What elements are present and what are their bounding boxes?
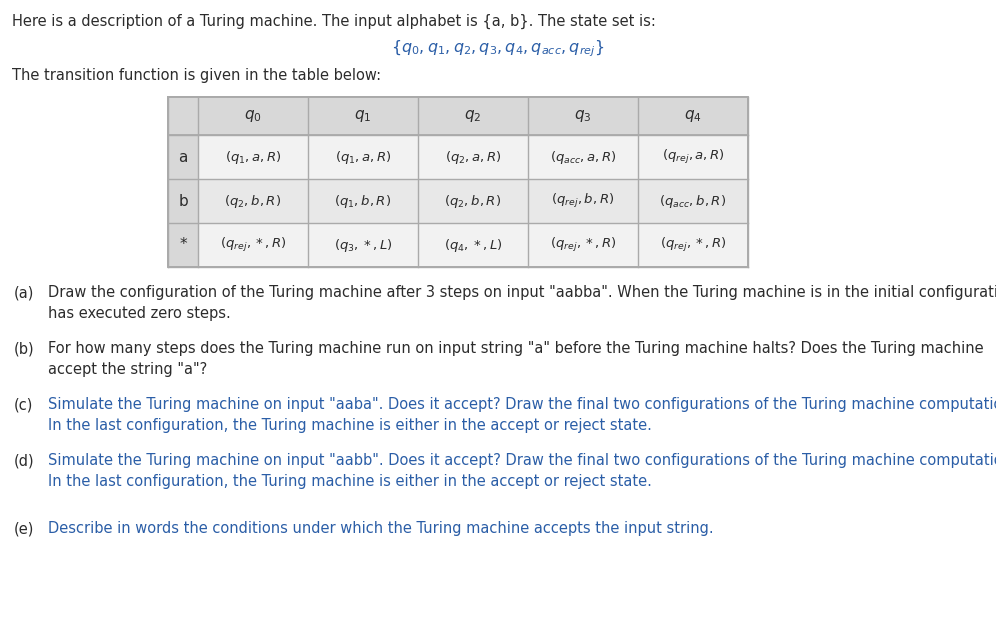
Text: $(q_{rej}, b, R)$: $(q_{rej}, b, R)$ — [552, 192, 615, 210]
Text: Simulate the Turing machine on input "aabb". Does it accept? Draw the final two : Simulate the Turing machine on input "aa… — [48, 453, 996, 489]
Text: Describe in words the conditions under which the Turing machine accepts the inpu: Describe in words the conditions under w… — [48, 521, 713, 536]
Text: $(q_{rej}, *, R)$: $(q_{rej}, *, R)$ — [550, 236, 617, 254]
Text: For how many steps does the Turing machine run on input string "a" before the Tu: For how many steps does the Turing machi… — [48, 341, 984, 377]
Bar — [198, 135, 748, 179]
Text: Draw the configuration of the Turing machine after 3 steps on input "aabba". Whe: Draw the configuration of the Turing mac… — [48, 285, 996, 321]
Text: $(q_{rej}, *, R)$: $(q_{rej}, *, R)$ — [220, 236, 286, 254]
Text: $q_1$: $q_1$ — [355, 108, 372, 124]
Text: $(q_2, a, R)$: $(q_2, a, R)$ — [444, 148, 501, 166]
Text: $(q_1, a, R)$: $(q_1, a, R)$ — [335, 148, 391, 166]
Text: a: a — [178, 149, 187, 165]
Text: $(q_1, a, R)$: $(q_1, a, R)$ — [225, 148, 282, 166]
Text: (c): (c) — [14, 397, 34, 412]
Text: $(q_{acc}, b, R)$: $(q_{acc}, b, R)$ — [659, 193, 726, 210]
Text: $q_4$: $q_4$ — [684, 108, 702, 124]
Text: $q_3$: $q_3$ — [575, 108, 592, 124]
Text: *: * — [179, 237, 187, 252]
Text: $(q_1, b, R)$: $(q_1, b, R)$ — [335, 193, 391, 210]
Text: (a): (a) — [14, 285, 35, 300]
Text: The transition function is given in the table below:: The transition function is given in the … — [12, 68, 381, 83]
Text: Here is a description of a Turing machine. The input alphabet is {a, b}. The sta: Here is a description of a Turing machin… — [12, 14, 656, 30]
Text: $(q_{rej}, a, R)$: $(q_{rej}, a, R)$ — [661, 148, 724, 166]
Text: $(q_2, b, R)$: $(q_2, b, R)$ — [224, 193, 282, 210]
Text: b: b — [178, 193, 188, 208]
Text: (e): (e) — [14, 521, 35, 536]
Text: Simulate the Turing machine on input "aaba". Does it accept? Draw the final two : Simulate the Turing machine on input "aa… — [48, 397, 996, 433]
Bar — [168, 97, 198, 267]
Text: $(q_2, b, R)$: $(q_2, b, R)$ — [444, 193, 502, 210]
Text: $q_2$: $q_2$ — [464, 108, 482, 124]
Text: $(q_{acc}, a, R)$: $(q_{acc}, a, R)$ — [550, 148, 617, 166]
Bar — [198, 179, 748, 223]
Bar — [168, 97, 748, 135]
Text: $(q_3, *, L)$: $(q_3, *, L)$ — [334, 237, 392, 254]
Text: $q_0$: $q_0$ — [244, 108, 262, 124]
Bar — [198, 223, 748, 267]
Text: $(q_{rej}, *, R)$: $(q_{rej}, *, R)$ — [659, 236, 726, 254]
Text: (d): (d) — [14, 453, 35, 468]
Bar — [168, 97, 748, 267]
Text: $\{ q_0, q_1, q_2, q_3, q_4, q_{acc}, q_{rej} \}$: $\{ q_0, q_1, q_2, q_3, q_4, q_{acc}, q_… — [391, 38, 605, 58]
Text: (b): (b) — [14, 341, 35, 356]
Text: $(q_4, *, L)$: $(q_4, *, L)$ — [443, 237, 502, 254]
